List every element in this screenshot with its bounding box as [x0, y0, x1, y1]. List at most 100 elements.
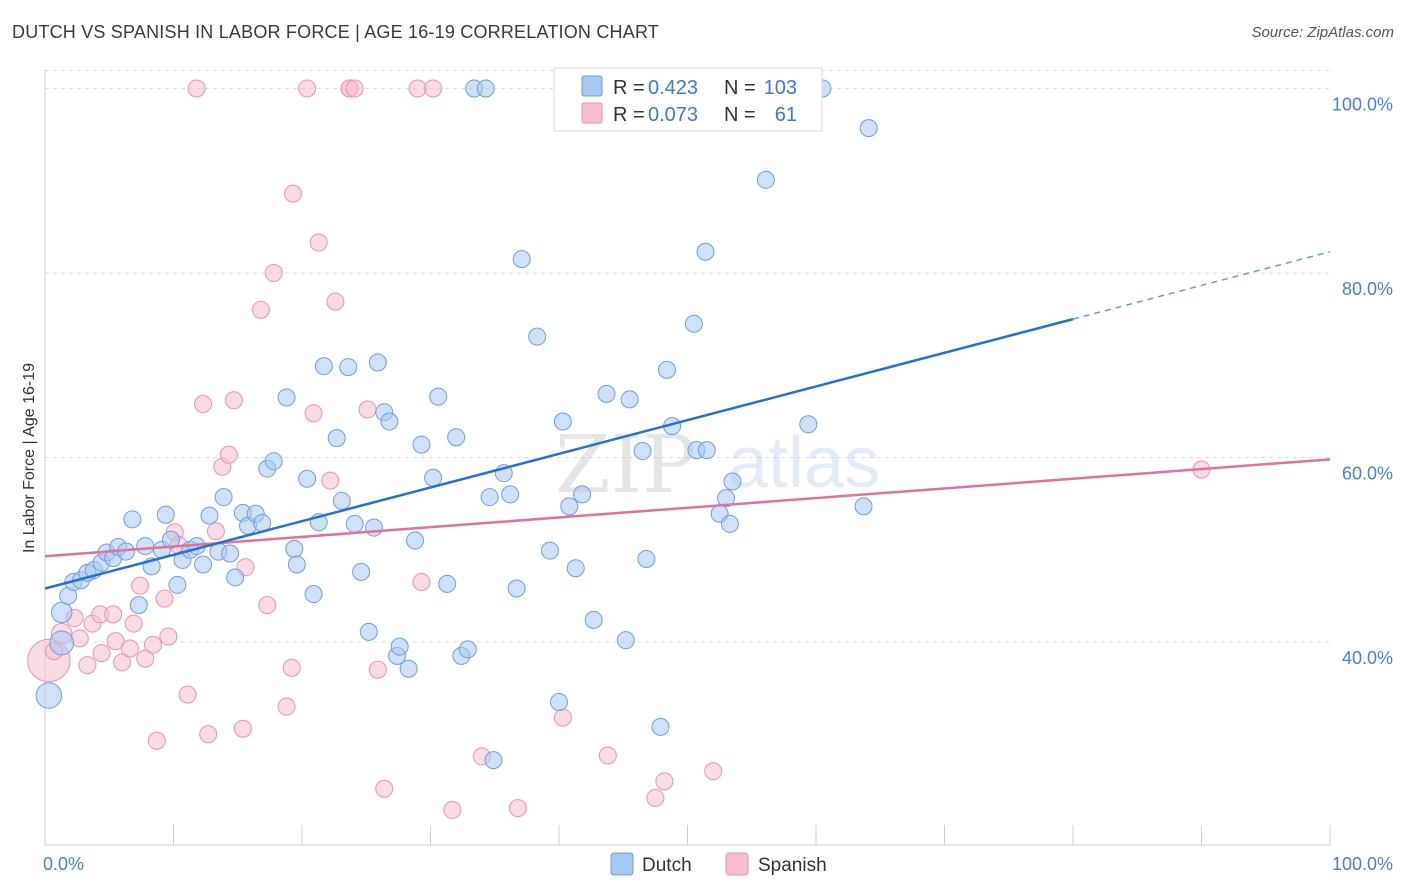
spanish-point [199, 725, 218, 744]
dutch-point [332, 491, 351, 510]
legend-spanish-n-label: N = [724, 104, 756, 126]
dutch-point [49, 630, 75, 656]
spanish-point [78, 656, 97, 675]
spanish-point [704, 762, 723, 781]
dutch-point [597, 384, 616, 403]
y-axis-label: In Labor Force | Age 16-19 [21, 363, 38, 553]
dutch-point [168, 575, 187, 594]
spanish-point [159, 627, 178, 646]
dutch-point [620, 390, 639, 409]
spanish-point [206, 522, 225, 541]
y-tick-label-100: 100.0% [1332, 94, 1393, 114]
dutch-point [194, 555, 213, 574]
spanish-point [155, 589, 174, 608]
dutch-point [345, 514, 364, 533]
spanish-point [655, 772, 674, 791]
x-tick-label-max: 100.0% [1332, 854, 1393, 874]
dutch-point [528, 327, 547, 346]
dutch-point [458, 640, 477, 659]
dutch-point [507, 579, 526, 598]
legend-spanish-swatch [581, 102, 603, 124]
dutch-trend-line [44, 317, 1074, 590]
spanish-point [412, 573, 431, 592]
source-label: Source: ZipAtlas.com [1251, 24, 1394, 41]
spanish-point [358, 400, 377, 419]
spanish-point [598, 746, 617, 765]
dutch-point [553, 412, 572, 431]
spanish-point [309, 233, 328, 252]
dutch-point [447, 428, 466, 447]
spanish-point [251, 300, 270, 319]
spanish-point [113, 653, 132, 672]
spanish-point [92, 644, 111, 663]
spanish-point [408, 79, 427, 98]
dutch-point [406, 531, 425, 550]
spanish-point [143, 635, 162, 654]
dutch-point [424, 468, 443, 487]
spanish-point [282, 658, 301, 677]
dutch-points [35, 79, 878, 770]
dutch-point [684, 314, 703, 333]
bottom-legend-spanish-label: Spanish [758, 855, 827, 876]
dutch-point [368, 353, 387, 372]
dutch-point [859, 119, 878, 138]
dutch-point [616, 631, 635, 650]
legend-spanish-r-value: 0.073 [648, 104, 698, 126]
dutch-point [287, 555, 306, 574]
spanish-point [277, 697, 296, 716]
spanish-point [326, 292, 345, 311]
correlation-legend: R = 0.423 N = 103 R = 0.073 N = 61 [553, 67, 823, 132]
dutch-point [476, 79, 495, 98]
series-legend: Dutch Spanish [610, 852, 827, 876]
dutch-point [541, 541, 560, 560]
dutch-point [480, 488, 499, 507]
spanish-point [104, 605, 123, 624]
dutch-point [584, 610, 603, 629]
dutch-point [277, 388, 296, 407]
spanish-point [131, 576, 150, 595]
dutch-point [717, 489, 736, 508]
spanish-point [368, 660, 387, 679]
dutch-point [566, 559, 585, 578]
dutch-point [438, 574, 457, 593]
dutch-point [512, 250, 531, 269]
dutch-point [129, 596, 148, 615]
dutch-point [156, 505, 175, 524]
y-tick-label-40: 40.0% [1342, 648, 1393, 668]
spanish-point [147, 731, 166, 750]
dutch-point [696, 242, 715, 261]
spanish-points [27, 79, 1211, 819]
spanish-trend-line [44, 458, 1331, 558]
spanish-point [646, 788, 665, 807]
x-tick-marks [44, 825, 1331, 845]
spanish-point [264, 263, 283, 282]
dutch-point [657, 360, 676, 379]
dutch-point [200, 506, 219, 525]
dutch-point [161, 530, 180, 549]
spanish-point [219, 445, 238, 464]
spanish-point [508, 799, 527, 818]
dutch-point [573, 485, 592, 504]
bottom-legend-dutch-label: Dutch [642, 855, 692, 876]
dutch-point [221, 544, 240, 563]
dutch-point [123, 510, 142, 529]
dutch-point [429, 387, 448, 406]
y-tick-label-80: 80.0% [1342, 279, 1393, 299]
spanish-point [187, 79, 206, 98]
spanish-point [258, 596, 277, 615]
dutch-point [501, 485, 520, 504]
bottom-legend-dutch-swatch [610, 852, 634, 876]
dutch-point [720, 514, 739, 533]
dutch-point [560, 497, 579, 516]
spanish-point [298, 79, 317, 98]
dutch-point [304, 585, 323, 604]
dutch-point [412, 435, 431, 454]
dutch-point [651, 717, 670, 736]
legend-dutch-r-label: R = [613, 77, 645, 99]
dutch-point [339, 358, 358, 377]
dutch-point [285, 539, 304, 558]
dutch-point [264, 452, 283, 471]
dutch-point [399, 659, 418, 678]
spanish-point [321, 471, 340, 490]
